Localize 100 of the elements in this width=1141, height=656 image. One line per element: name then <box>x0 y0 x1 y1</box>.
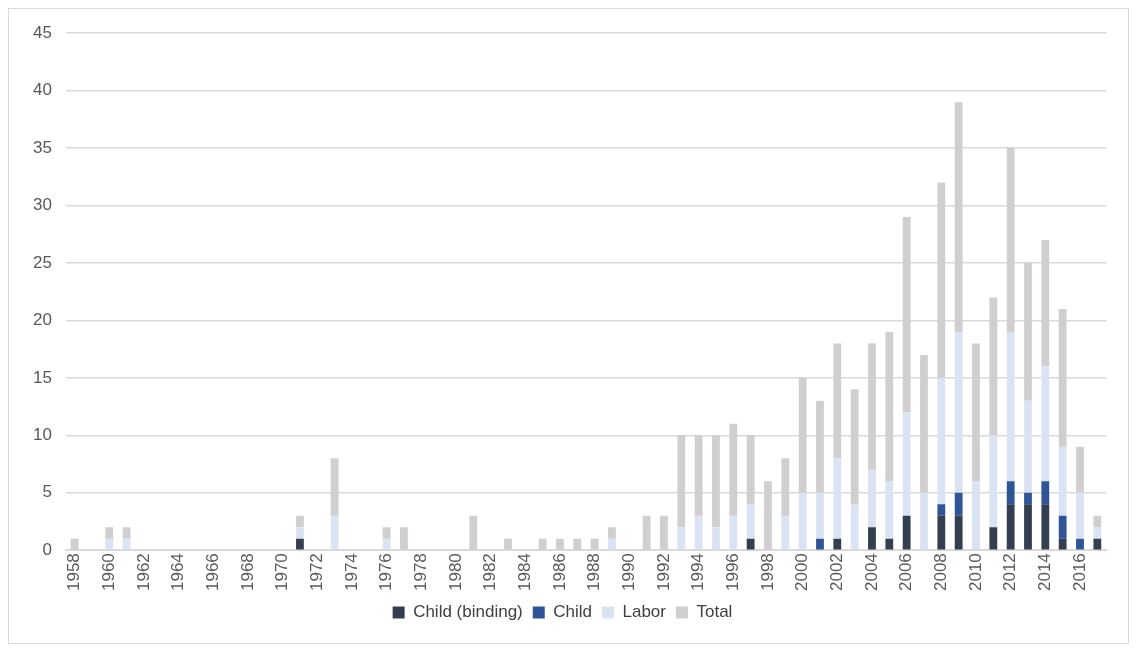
bar <box>937 377 946 505</box>
bar <box>989 435 998 528</box>
y-tick-label: 20 <box>32 310 52 330</box>
bar <box>105 527 114 539</box>
x-tick-label: 1970 <box>272 553 292 592</box>
bar <box>902 515 911 550</box>
bar <box>1006 331 1015 482</box>
x-tick-label: 1996 <box>722 553 742 592</box>
bar <box>833 458 842 539</box>
bar <box>1041 481 1050 505</box>
x-tick-label: 1978 <box>410 553 430 592</box>
x-tick-label: 1982 <box>480 553 500 592</box>
y-tick-label: 25 <box>32 252 52 272</box>
x-tick-label: 1998 <box>757 553 777 592</box>
bar <box>1093 538 1102 550</box>
bar <box>989 527 998 550</box>
x-tick-label: 2014 <box>1035 553 1055 592</box>
x-tick-label: 1992 <box>653 553 673 592</box>
bar <box>1006 481 1015 505</box>
bar <box>694 515 703 550</box>
x-tick-label: 1964 <box>168 553 188 592</box>
bar <box>1041 504 1050 550</box>
x-tick-label: 1976 <box>376 553 396 592</box>
x-tick-label: 1974 <box>341 553 361 592</box>
bar <box>816 538 824 550</box>
bar <box>781 515 790 550</box>
bar <box>937 504 946 516</box>
y-tick-label: 45 <box>32 22 52 42</box>
bar <box>1058 446 1067 516</box>
bar <box>1024 504 1032 550</box>
bar <box>868 527 876 550</box>
bar <box>1093 515 1102 528</box>
x-tick-label: 2000 <box>792 553 812 592</box>
bar <box>816 492 824 539</box>
bar <box>1041 366 1050 482</box>
bar <box>712 527 720 550</box>
x-tick-label: 2002 <box>827 553 846 592</box>
bar <box>1076 492 1084 539</box>
bar <box>105 538 114 550</box>
bar <box>850 504 859 550</box>
bar <box>677 527 686 550</box>
x-tick-label: 1994 <box>688 553 708 592</box>
bar <box>833 538 842 550</box>
bar <box>330 515 339 550</box>
y-tick-label: 0 <box>42 539 52 559</box>
legend-label: Total <box>696 602 733 622</box>
x-tick-label: 2004 <box>861 553 881 592</box>
bar <box>382 538 391 550</box>
bar <box>1093 527 1102 539</box>
bar <box>608 527 616 539</box>
bar <box>954 331 963 493</box>
x-tick-label: 1972 <box>306 553 326 592</box>
bar <box>746 538 755 550</box>
x-tick-label: 1980 <box>445 553 465 592</box>
bar <box>885 481 894 539</box>
bar <box>972 481 980 550</box>
x-tick-label: 1984 <box>514 553 534 592</box>
bar <box>296 538 304 550</box>
bar <box>1006 504 1015 550</box>
bar <box>122 527 131 539</box>
y-tick-label: 10 <box>32 424 52 444</box>
x-tick-label: 1966 <box>202 553 222 592</box>
x-tick-label: 2008 <box>931 553 951 592</box>
legend-label: Child <box>553 602 592 622</box>
bar <box>608 538 616 550</box>
x-tick-label: 2016 <box>1069 553 1089 592</box>
x-tick-label: 2010 <box>965 553 985 592</box>
y-tick-label: 40 <box>32 80 52 100</box>
y-tick-label: 30 <box>32 195 52 215</box>
bar <box>1024 400 1032 493</box>
x-tick-label: 1958 <box>64 553 84 592</box>
bar <box>920 492 928 550</box>
legend-label: Child (binding) <box>413 602 523 622</box>
bar <box>885 538 894 550</box>
bar <box>1058 515 1067 539</box>
bar <box>1076 538 1084 550</box>
x-tick-label: 1990 <box>618 553 638 592</box>
bar <box>954 492 963 516</box>
x-tick-label: 1968 <box>237 553 257 592</box>
bar <box>296 515 304 528</box>
x-tick-label: 2012 <box>1000 553 1020 592</box>
y-tick-label: 15 <box>32 367 52 387</box>
x-tick-label: 1962 <box>133 553 153 592</box>
bar <box>954 515 963 550</box>
bar <box>937 515 946 550</box>
legend-label: Labor <box>622 602 667 622</box>
bar <box>729 515 738 550</box>
y-tick-label: 5 <box>42 482 52 502</box>
x-tick-label: 1960 <box>98 553 118 592</box>
bar <box>1024 492 1032 505</box>
x-tick-label: 2006 <box>896 553 916 592</box>
x-tick-label: 1986 <box>549 553 569 592</box>
bar <box>798 492 807 550</box>
bar <box>902 412 911 516</box>
bar <box>296 527 304 539</box>
bar <box>382 527 391 539</box>
bar <box>1058 538 1067 550</box>
y-tick-label: 35 <box>32 137 52 157</box>
bar <box>868 469 876 528</box>
x-tick-label: 1988 <box>584 553 604 592</box>
